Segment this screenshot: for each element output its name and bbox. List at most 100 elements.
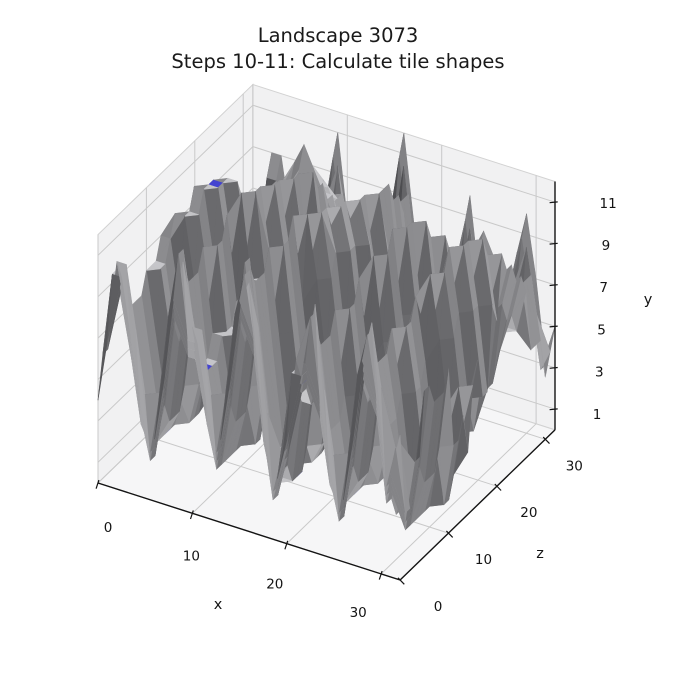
surface-facet: [97, 274, 113, 401]
grid-line: [146, 435, 449, 534]
surface-facet: [386, 328, 402, 394]
surface-facet: [348, 476, 364, 500]
surface-facet: [221, 215, 237, 302]
x-axis-label: x: [214, 597, 223, 613]
tick-label: 7: [599, 280, 608, 296]
surface-facet: [353, 471, 369, 495]
surface-facet: [314, 304, 330, 469]
surface-facet: [358, 256, 374, 316]
surface-facet: [428, 392, 444, 479]
tick-label: 5: [597, 322, 606, 338]
surface-facet: [211, 393, 226, 453]
surface-facet: [492, 319, 508, 384]
surface-facet: [298, 143, 314, 171]
surface-facet: [305, 317, 321, 404]
surface-facet: [295, 317, 311, 377]
surface-facet: [192, 326, 207, 409]
tick-label: 10: [183, 548, 200, 564]
tick-label: 0: [434, 599, 443, 615]
grid-line: [97, 482, 401, 581]
surface-facet: [221, 331, 237, 337]
surface-facet: [155, 235, 171, 262]
z-axis-label: z: [536, 546, 544, 562]
surface-facet: [362, 335, 377, 401]
grid-line: [549, 242, 558, 245]
surface-facet: [203, 184, 219, 190]
surface-facet: [198, 189, 214, 255]
grid-line: [494, 483, 502, 491]
surface-facet: [381, 353, 397, 420]
y-axis-label: y: [644, 292, 653, 308]
grid-line: [542, 436, 550, 445]
grid-line: [97, 104, 254, 256]
surface-facet: [126, 264, 141, 408]
surface-mesh: [97, 132, 556, 531]
grid-line: [189, 510, 194, 520]
surface-facet: [291, 396, 307, 482]
surface-facet: [433, 367, 449, 473]
title-line-2: Steps 10-11: Calculate tile shapes: [171, 50, 505, 73]
grid-line: [399, 429, 556, 581]
tick-label: 20: [266, 577, 283, 593]
surface-facet: [272, 456, 288, 500]
surface-facet: [174, 331, 190, 417]
surface-facet: [410, 296, 426, 363]
surface-facet: [201, 329, 217, 453]
surface-facet: [154, 313, 170, 440]
axis-group: [95, 181, 558, 585]
surface-facet: [250, 191, 266, 280]
surface-facet: [136, 295, 152, 362]
surface-facet: [155, 268, 171, 336]
surface-facet: [482, 239, 498, 321]
surface-facet: [278, 246, 294, 334]
surface-facet: [170, 213, 186, 239]
surface-facet: [525, 274, 541, 341]
surface-facet: [188, 379, 204, 423]
surface-facet: [286, 372, 302, 441]
surface-facet: [230, 411, 246, 456]
surface-facet: [273, 333, 289, 420]
surface-facet: [496, 265, 512, 309]
tick-label: 3: [595, 365, 604, 381]
surface-facet: [359, 194, 375, 261]
surface-facet: [292, 214, 308, 253]
surface-facet: [453, 312, 469, 399]
surface-facet: [419, 472, 435, 516]
surface-facet: [506, 276, 522, 320]
grid-line: [549, 408, 558, 411]
surface-facet: [189, 185, 205, 212]
surface-facet: [376, 358, 392, 424]
tick-label: 11: [600, 196, 617, 212]
surface-facet: [164, 341, 180, 421]
surface-facet: [306, 444, 322, 463]
surface-facet: [116, 261, 132, 343]
surface-facet: [501, 280, 517, 321]
surface-facet: [340, 201, 356, 247]
surface-facet: [230, 341, 246, 422]
surface-facet: [182, 261, 198, 344]
surface-facet: [405, 321, 421, 388]
surface-facet: [477, 239, 493, 307]
surface-facet: [283, 240, 298, 328]
surface-facet: [135, 329, 151, 453]
surface-facet: [345, 199, 361, 219]
surface-facet: [255, 186, 271, 253]
surface-facet: [343, 373, 358, 500]
surface-facet: [287, 401, 303, 482]
surface-facet: [354, 199, 370, 247]
tick-label: 9: [602, 238, 611, 254]
surface-facet: [222, 177, 238, 184]
tick-label: 0: [104, 520, 113, 536]
surface-facet: [458, 245, 474, 313]
surface-facet: [333, 453, 349, 513]
surface-facet: [263, 363, 279, 450]
surface-facet: [254, 277, 270, 364]
surface-facet: [212, 245, 228, 334]
grid-line: [549, 366, 558, 369]
tick-label: 30: [566, 458, 583, 474]
surface-facet: [159, 416, 175, 439]
surface-facet: [335, 206, 351, 253]
tick-label: 30: [350, 605, 367, 621]
grid-line: [284, 540, 289, 550]
surface-facet: [289, 144, 305, 188]
